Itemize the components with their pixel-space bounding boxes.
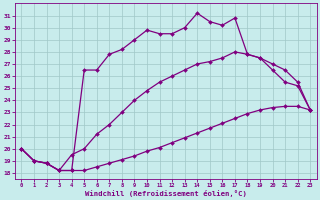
X-axis label: Windchill (Refroidissement éolien,°C): Windchill (Refroidissement éolien,°C) — [85, 190, 247, 197]
